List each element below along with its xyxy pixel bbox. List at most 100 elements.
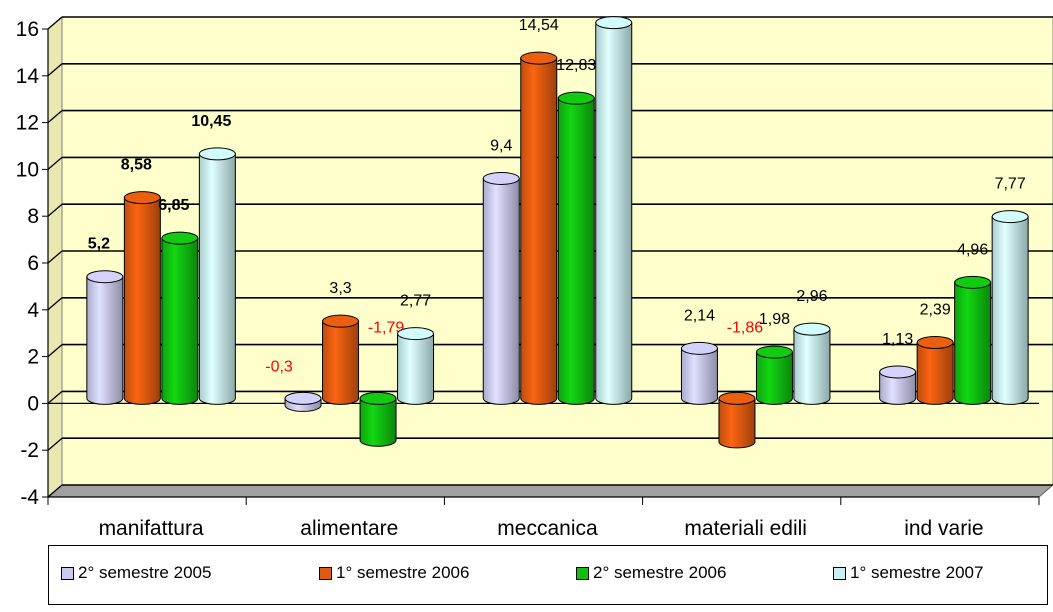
legend-item-s4: 1° semestre 2007 [833,563,983,583]
bar-4-1 [916,341,954,405]
legend-swatch-s1 [61,566,74,580]
gridline-side [47,297,63,311]
bar-0-0 [86,276,124,405]
bar-4-3 [991,216,1029,405]
bar-cap-0-0 [86,270,124,284]
y-tick-label: -4 [20,486,39,509]
data-label: 2,39 [920,301,951,318]
bar-cap-4-3 [991,210,1029,224]
legend-swatch-s4 [833,566,846,580]
y-tick-label: 14 [16,65,40,88]
bar-cap-4-1 [916,335,954,349]
bar-cap-4-2 [954,275,992,289]
data-label: 9,4 [490,137,512,154]
gridline-side [47,63,63,77]
plot-floor [46,484,1053,498]
data-label: 2,77 [400,293,431,310]
data-label: 3,3 [329,280,351,297]
gridline-side [47,250,63,264]
bar-cap-0-3 [198,147,236,161]
legend-item-s1: 2° semestre 2005 [61,563,211,583]
gridline-side [47,484,63,498]
data-label: 4,96 [957,241,988,258]
bar-0-1 [123,197,161,405]
legend-swatch-s3 [576,566,589,580]
bar-2-3 [595,22,633,405]
data-label: 14,54 [519,17,559,34]
y-tick-label: 16 [16,18,39,41]
bar-1-1 [322,320,360,405]
bar-cap-3-0 [680,341,718,355]
data-label: 2,14 [684,307,715,324]
y-tick-label: 6 [27,252,39,275]
bar-1-3 [397,333,435,405]
bar-2-1 [520,57,558,405]
bar-cap-1-2 [359,391,397,405]
bar-3-3 [793,328,831,405]
bar-4-2 [954,281,992,405]
data-label: -1,79 [368,319,405,336]
x-tick-label: materiali edili [684,517,807,540]
data-label: -0,3 [265,358,293,375]
data-label: 5,2 [88,236,110,253]
bar-3-2 [755,351,793,405]
y-tick-label: 8 [27,205,39,228]
legend-label-s2: 1° semestre 2006 [336,563,470,582]
bar-cap-2-3 [595,16,633,30]
bar-cap-1-0 [284,391,322,405]
bar-4-0 [879,371,917,405]
gridline-side [47,156,63,170]
x-tick-label: alimentare [300,517,398,540]
y-tick-label: -2 [20,439,39,462]
bar-cap-3-2 [755,345,793,359]
bar-cap-1-3 [397,327,435,341]
y-tick-label: 0 [27,392,39,415]
x-tick-label: ind varie [904,517,983,540]
bar-3-0 [680,347,718,405]
y-tick-label: 2 [27,346,39,369]
bar-cap-3-1 [718,391,756,405]
data-label: 10,45 [191,113,231,130]
data-label: 12,83 [556,57,596,74]
gridline-side [47,110,63,124]
x-tick-label: manifattura [99,517,204,540]
gridline-side [47,344,63,358]
bar-cap-2-1 [520,51,558,65]
bar-cap-1-1 [322,314,360,328]
gridline-side [47,203,63,217]
y-tick-label: 12 [16,112,39,135]
legend-label-s3: 2° semestre 2006 [593,563,727,582]
legend-swatch-s2 [319,566,332,580]
y-tick-label: 4 [27,299,39,322]
data-label: 8,58 [121,157,152,174]
bar-3-1 [718,397,756,449]
bar-cap-2-0 [482,171,520,185]
gridline-side [47,437,63,451]
data-label: -1,86 [727,319,764,336]
gridline-side [47,16,63,30]
legend-item-s2: 1° semestre 2006 [319,563,469,583]
legend-item-s3: 2° semestre 2006 [576,563,726,583]
legend-label-s1: 2° semestre 2005 [78,563,212,582]
legend: 2° semestre 2005 1° semestre 2006 2° sem… [48,545,1048,605]
data-label: 1,98 [759,311,790,328]
bar-1-2 [359,397,397,447]
bar-cap-0-1 [123,191,161,205]
gridline-side [47,390,63,404]
data-label: 1,13 [882,331,913,348]
bar-cap-3-3 [793,322,831,336]
bar-cap-2-2 [557,91,595,105]
bar-cap-4-0 [879,365,917,379]
x-tick-label: meccanica [497,517,598,540]
data-label: 6,85 [158,197,189,214]
data-label: 2,96 [796,288,827,305]
y-tick-label: 10 [16,158,39,181]
bar-0-3 [198,153,236,405]
bar-2-2 [557,97,595,405]
bar-2-0 [482,177,520,405]
bar-cap-0-2 [161,231,199,245]
legend-label-s4: 1° semestre 2007 [850,563,984,582]
bar-0-2 [161,237,199,405]
